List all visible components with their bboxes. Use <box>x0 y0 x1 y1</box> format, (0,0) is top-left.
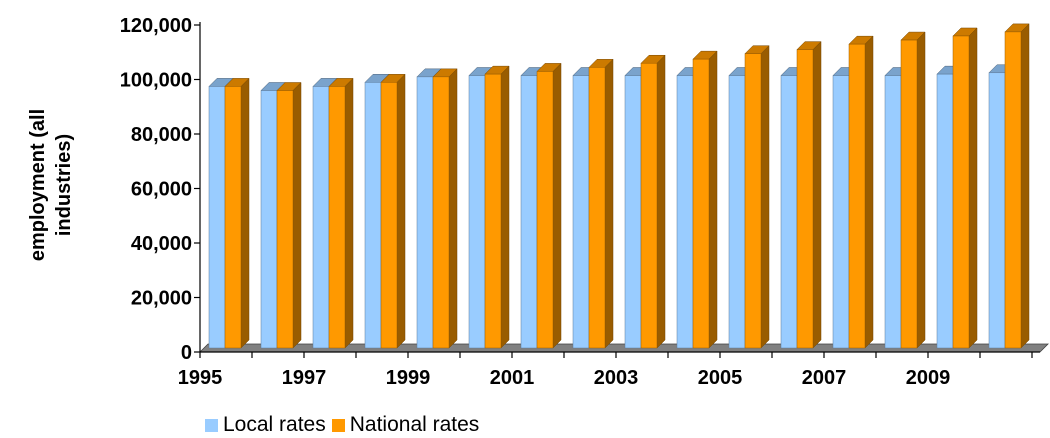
bar <box>640 54 666 349</box>
bar-front <box>796 49 814 349</box>
bar-side <box>240 77 250 349</box>
bar <box>328 77 354 349</box>
bar <box>536 62 562 349</box>
bar-front <box>848 43 866 349</box>
bar-front <box>468 75 486 349</box>
bar-front <box>224 86 242 349</box>
bar-front <box>624 75 642 349</box>
bar-front <box>900 39 918 349</box>
bar-side <box>604 58 614 349</box>
bar <box>588 58 614 349</box>
bar-front <box>572 75 590 349</box>
bar-front <box>484 73 502 349</box>
bar-side <box>760 45 770 349</box>
bar-front <box>536 71 554 349</box>
bar-side <box>344 77 354 349</box>
bar-front <box>936 73 954 349</box>
bar <box>744 45 770 349</box>
bar-front <box>588 67 606 349</box>
bar-side <box>1020 23 1030 349</box>
legend-label-national: National rates <box>349 413 480 436</box>
x-tick-label: 2007 <box>802 367 847 389</box>
y-axis-title-line: employment (all <box>27 109 49 261</box>
bar-front <box>744 53 762 349</box>
legend-label-local: Local rates <box>223 413 326 436</box>
bar-front <box>520 75 538 349</box>
bar-front <box>208 86 226 349</box>
y-axis-title: employment (all industries) <box>27 109 75 261</box>
x-tick-label: 2003 <box>594 367 639 389</box>
bar <box>432 68 458 349</box>
y-axis-label: employment (all industries) <box>27 109 75 261</box>
bar-side <box>552 62 562 349</box>
bar-side <box>292 81 302 349</box>
bar-side <box>448 68 458 349</box>
bar-side <box>916 31 926 349</box>
bar <box>848 35 874 349</box>
bar-front <box>692 58 710 349</box>
bar-front <box>380 82 398 349</box>
y-tick-label: 60,000 <box>131 179 192 201</box>
bar-front <box>780 75 798 349</box>
bar <box>484 65 510 349</box>
bar-front <box>416 76 434 349</box>
bar-front <box>728 75 746 349</box>
y-tick-label: 40,000 <box>131 233 192 255</box>
legend-item-national: National rates <box>331 413 480 437</box>
legend-swatch-local <box>205 418 218 432</box>
legend-swatch-national <box>331 418 345 432</box>
legend-item-local: Local rates <box>205 413 326 437</box>
bar <box>952 27 978 349</box>
bar-front <box>364 82 382 349</box>
bar-front <box>1004 31 1022 349</box>
bar-front <box>952 35 970 349</box>
y-axis-title-line: industries) <box>53 134 75 236</box>
bar <box>692 50 718 349</box>
bar <box>900 31 926 349</box>
bar <box>224 77 250 349</box>
y-tick-label: 20,000 <box>131 288 192 310</box>
bar <box>796 41 822 349</box>
x-tick-label: 1995 <box>178 367 223 389</box>
x-tick-label: 1999 <box>386 367 431 389</box>
y-axis: 0 20,000 40,000 60,000 80,000 100,000 120,000 <box>120 15 201 364</box>
bar-side <box>812 41 822 349</box>
x-tick-label: 2005 <box>698 367 743 389</box>
y-tick-label: 80,000 <box>131 124 192 146</box>
bar-front <box>640 62 658 349</box>
bar-front <box>312 86 330 349</box>
bar-side <box>500 65 510 349</box>
bar-front <box>884 75 902 349</box>
bar-front <box>276 90 294 349</box>
bar <box>380 73 406 349</box>
bar-front <box>832 75 850 349</box>
bar-front <box>676 75 694 349</box>
bar-front <box>260 90 278 349</box>
bar-front <box>328 86 346 349</box>
bar <box>276 81 302 349</box>
y-tick-label: 0 <box>181 342 192 364</box>
x-tick-label: 1997 <box>282 367 327 389</box>
x-axis: 1995 1997 1999 2001 2003 2005 2007 2009 <box>178 351 1040 389</box>
legend: Local rates National rates <box>205 413 485 437</box>
bar-side <box>656 54 666 349</box>
y-tick-label: 100,000 <box>120 70 192 92</box>
bar-side <box>708 50 718 349</box>
bar <box>1004 23 1030 349</box>
bar-front <box>432 76 450 349</box>
x-tick-label: 2009 <box>906 367 951 389</box>
x-tick-label: 2001 <box>490 367 535 389</box>
bar-side <box>968 27 978 349</box>
bar-side <box>864 35 874 349</box>
bar-side <box>396 73 406 349</box>
bar-front <box>988 72 1006 349</box>
bar-series <box>208 23 1030 349</box>
y-tick-label: 120,000 <box>120 15 192 37</box>
